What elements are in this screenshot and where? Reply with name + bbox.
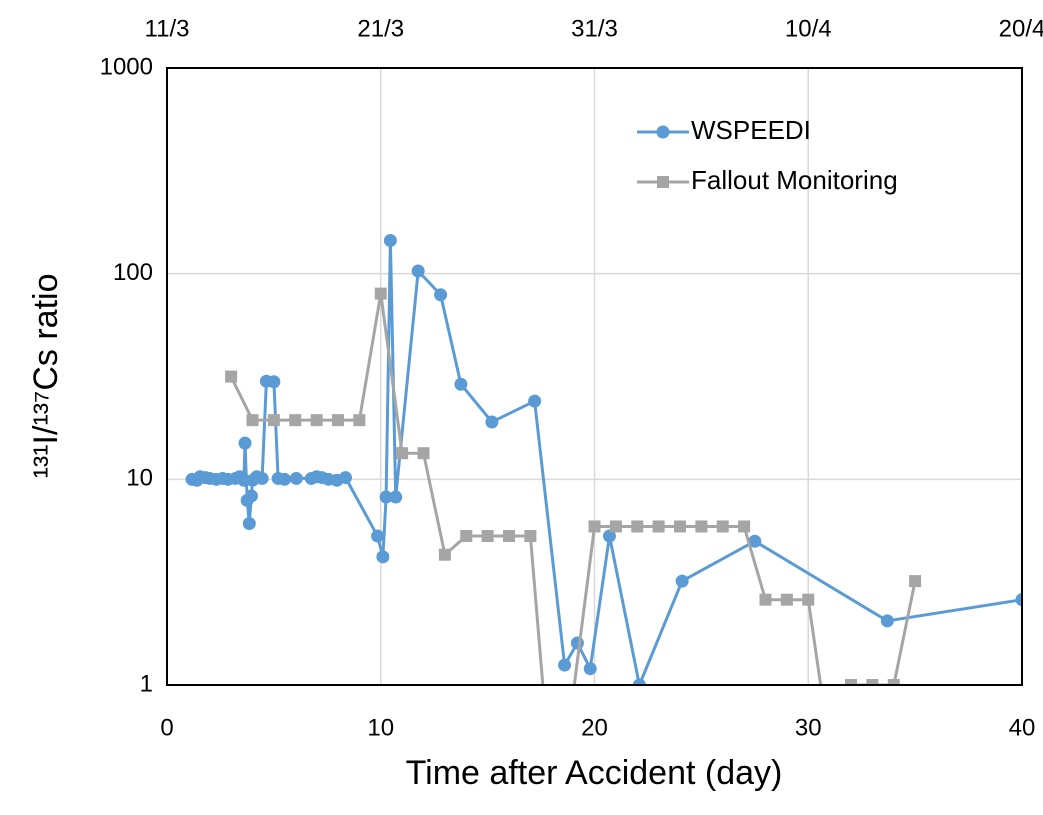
series-line bbox=[229, 293, 917, 685]
marker bbox=[632, 678, 646, 685]
y-axis-title: ¹³¹I/¹³⁷Cs ratio bbox=[27, 274, 65, 479]
plot-area bbox=[185, 233, 1022, 753]
x-tick-label: 0 bbox=[160, 714, 173, 741]
marker bbox=[880, 614, 894, 628]
plot-frame bbox=[166, 67, 1023, 686]
marker bbox=[602, 529, 616, 543]
marker bbox=[396, 447, 409, 460]
marker bbox=[528, 394, 542, 408]
y-tick-label: 100 bbox=[113, 259, 153, 286]
x-tick-label: 30 bbox=[795, 714, 822, 741]
marker bbox=[583, 662, 597, 676]
marker bbox=[695, 520, 708, 533]
y-tick-label: 1 bbox=[140, 670, 153, 697]
marker bbox=[383, 233, 397, 247]
marker bbox=[267, 414, 280, 427]
marker bbox=[225, 370, 238, 383]
marker bbox=[289, 414, 302, 427]
marker bbox=[246, 414, 259, 427]
marker bbox=[1015, 593, 1022, 607]
marker bbox=[371, 529, 385, 543]
marker bbox=[780, 593, 793, 606]
marker bbox=[238, 436, 252, 450]
x2-tick-label: 21/3 bbox=[357, 15, 404, 42]
marker bbox=[802, 593, 815, 606]
marker bbox=[460, 530, 473, 543]
x-tick-label: 20 bbox=[581, 714, 608, 741]
marker bbox=[434, 288, 448, 302]
marker bbox=[267, 375, 281, 389]
marker bbox=[675, 574, 689, 588]
legend-label: Fallout Monitoring bbox=[691, 165, 898, 195]
marker bbox=[674, 520, 686, 533]
marker bbox=[338, 471, 352, 485]
x-tick-label: 10 bbox=[367, 714, 394, 741]
legend-marker bbox=[656, 125, 670, 139]
legend-entry: WSPEEDI bbox=[637, 115, 811, 145]
marker bbox=[631, 520, 644, 533]
marker bbox=[716, 520, 729, 533]
marker bbox=[244, 489, 258, 503]
x2-tick-label: 31/3 bbox=[571, 15, 618, 42]
marker bbox=[374, 287, 387, 300]
grid bbox=[166, 67, 1023, 686]
marker bbox=[567, 688, 579, 700]
marker bbox=[845, 679, 857, 685]
marker bbox=[379, 490, 393, 504]
marker bbox=[609, 520, 622, 533]
marker bbox=[438, 548, 451, 561]
marker bbox=[278, 472, 292, 486]
marker bbox=[909, 575, 922, 588]
marker bbox=[588, 520, 601, 533]
legend-label: WSPEEDI bbox=[691, 115, 811, 145]
x-tick-label: 40 bbox=[1009, 714, 1036, 741]
marker bbox=[289, 471, 303, 485]
marker bbox=[759, 593, 772, 606]
x2-tick-label: 10/4 bbox=[785, 15, 832, 42]
series-line bbox=[191, 240, 1022, 685]
marker bbox=[866, 679, 879, 685]
legend-entry: Fallout Monitoring bbox=[637, 165, 898, 195]
x2-tick-label: 20/4 bbox=[999, 15, 1043, 42]
y-tick-label: 10 bbox=[126, 465, 153, 492]
marker bbox=[824, 741, 836, 753]
marker bbox=[332, 414, 344, 427]
y-tick-label: 1000 bbox=[100, 53, 153, 80]
labels: 1 10 100 1000 0 10 20 30 40 11/3 21/3 31/3 10/4 20/4 W… bbox=[100, 15, 1043, 741]
legend-marker bbox=[657, 176, 669, 188]
marker bbox=[558, 658, 572, 672]
marker bbox=[310, 414, 323, 427]
marker bbox=[485, 415, 499, 429]
marker bbox=[454, 377, 468, 391]
marker bbox=[481, 530, 494, 543]
marker bbox=[411, 264, 425, 278]
x2-tick-label: 11/3 bbox=[145, 15, 190, 42]
marker bbox=[376, 550, 390, 564]
marker bbox=[524, 530, 537, 543]
x-axis-title: Time after Accident (day) bbox=[406, 754, 783, 792]
marker bbox=[417, 447, 430, 460]
marker bbox=[570, 636, 584, 650]
marker bbox=[353, 414, 366, 427]
marker bbox=[652, 520, 665, 533]
marker bbox=[242, 516, 256, 530]
marker bbox=[738, 520, 751, 533]
marker bbox=[887, 679, 900, 685]
marker bbox=[748, 534, 762, 548]
marker bbox=[255, 471, 269, 485]
marker bbox=[503, 530, 515, 543]
marker bbox=[389, 490, 403, 504]
